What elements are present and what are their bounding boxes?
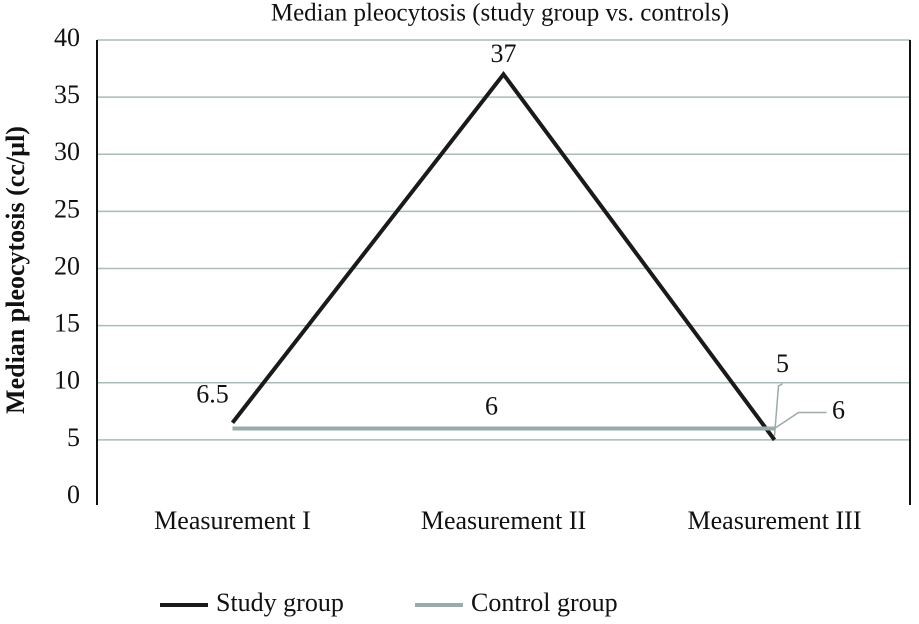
x-tick-label: Measurement II xyxy=(421,506,586,535)
chart-title: Median pleocytosis (study group vs. cont… xyxy=(271,0,729,27)
x-tick-label: Measurement III xyxy=(688,506,862,535)
y-tick-label: 35 xyxy=(54,80,80,109)
y-axis-label: Median pleocytosis (cc/µl) xyxy=(1,126,30,414)
y-tick-label: 25 xyxy=(54,194,80,223)
y-tick-label: 20 xyxy=(54,251,80,280)
legend-label: Study group xyxy=(216,588,344,617)
data-label: 6 xyxy=(832,395,845,424)
y-tick-label: 5 xyxy=(67,423,80,452)
legend-label: Control group xyxy=(471,588,618,617)
y-tick-label: 30 xyxy=(54,137,80,166)
x-tick-label: Measurement I xyxy=(154,506,311,535)
data-label: 37 xyxy=(491,39,517,68)
label-leader xyxy=(774,411,827,430)
data-label: 6.5 xyxy=(196,380,229,409)
data-label: 5 xyxy=(776,349,789,378)
data-label: 6 xyxy=(485,391,498,420)
label-leader xyxy=(773,383,783,436)
y-tick-label: 15 xyxy=(54,309,80,338)
y-tick-label: 0 xyxy=(67,480,80,509)
y-tick-label: 10 xyxy=(54,366,80,395)
series-line xyxy=(230,70,777,442)
y-tick-label: 40 xyxy=(54,23,80,52)
